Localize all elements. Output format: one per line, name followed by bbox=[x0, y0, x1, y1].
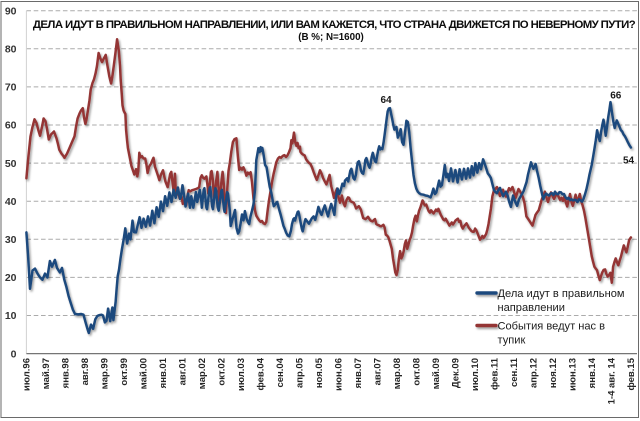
svg-text:64: 64 bbox=[380, 95, 392, 106]
svg-text:54: 54 bbox=[623, 156, 635, 167]
svg-text:сен.04: сен.04 bbox=[275, 357, 286, 387]
svg-text:80: 80 bbox=[5, 44, 17, 56]
svg-text:ноя.12: ноя.12 bbox=[548, 358, 559, 388]
svg-text:июн.13: июн.13 bbox=[568, 358, 579, 391]
svg-text:90: 90 bbox=[5, 5, 17, 17]
svg-text:авг.98: авг.98 bbox=[80, 358, 91, 385]
svg-text:фев.04: фев.04 bbox=[256, 357, 267, 390]
svg-text:Дек.09: Дек.09 bbox=[451, 358, 462, 388]
svg-text:тупик: тупик bbox=[498, 335, 526, 347]
svg-text:окт.99: окт.99 bbox=[119, 358, 130, 386]
svg-text:ноя.05: ноя.05 bbox=[314, 357, 325, 388]
svg-text:мар.08: мар.08 bbox=[392, 358, 403, 389]
svg-text:май.97: май.97 bbox=[41, 358, 52, 389]
svg-text:0: 0 bbox=[11, 348, 17, 360]
svg-text:янв.01: янв.01 bbox=[158, 357, 169, 388]
svg-text:фев.11: фев.11 bbox=[490, 357, 501, 390]
svg-text:май.09: май.09 bbox=[431, 358, 442, 389]
svg-text:апр.05: апр.05 bbox=[295, 357, 306, 388]
svg-text:фев.15: фев.15 bbox=[626, 357, 637, 390]
svg-text:направлении: направлении bbox=[498, 302, 565, 314]
svg-text:70: 70 bbox=[5, 82, 17, 94]
svg-text:янв.14: янв.14 bbox=[587, 357, 598, 388]
svg-text:июл.03: июл.03 bbox=[236, 358, 247, 391]
svg-text:1-4 авг. 14: 1-4 авг. 14 bbox=[607, 357, 618, 404]
svg-text:май.00: май.00 bbox=[139, 358, 150, 389]
svg-text:ДЕЛА ИДУТ В ПРАВИЛЬНОМ НАПРАВЛ: ДЕЛА ИДУТ В ПРАВИЛЬНОМ НАПРАВЛЕНИИ, ИЛИ … bbox=[33, 19, 636, 31]
svg-text:сен.11: сен.11 bbox=[509, 357, 520, 387]
svg-text:авг.07: авг.07 bbox=[373, 358, 384, 385]
svg-text:июн.06: июн.06 bbox=[334, 358, 345, 391]
svg-text:окт.02: окт.02 bbox=[217, 358, 228, 386]
svg-text:66: 66 bbox=[610, 91, 622, 102]
svg-text:мар.02: мар.02 bbox=[197, 358, 208, 389]
svg-text:50: 50 bbox=[5, 158, 17, 170]
svg-text:(В %; N=1600): (В %; N=1600) bbox=[298, 32, 364, 43]
svg-text:30: 30 bbox=[5, 234, 17, 246]
svg-text:Дела идут в правильном: Дела идут в правильном bbox=[498, 288, 625, 300]
svg-text:янв.98: янв.98 bbox=[61, 358, 72, 388]
svg-text:июл.10: июл.10 bbox=[470, 358, 481, 391]
svg-text:События ведут нас в: События ведут нас в bbox=[498, 321, 606, 333]
svg-text:10: 10 bbox=[5, 310, 17, 322]
svg-text:янв.07: янв.07 bbox=[353, 358, 364, 388]
svg-text:60: 60 bbox=[5, 120, 17, 132]
svg-text:40: 40 bbox=[5, 196, 17, 208]
svg-text:20: 20 bbox=[5, 272, 17, 284]
svg-text:окт.08: окт.08 bbox=[412, 358, 423, 386]
svg-text:апр.12: апр.12 bbox=[529, 358, 540, 388]
svg-text:мар.99: мар.99 bbox=[100, 358, 111, 389]
svg-text:июл.96: июл.96 bbox=[22, 358, 33, 391]
svg-text:авг.01: авг.01 bbox=[178, 357, 189, 385]
